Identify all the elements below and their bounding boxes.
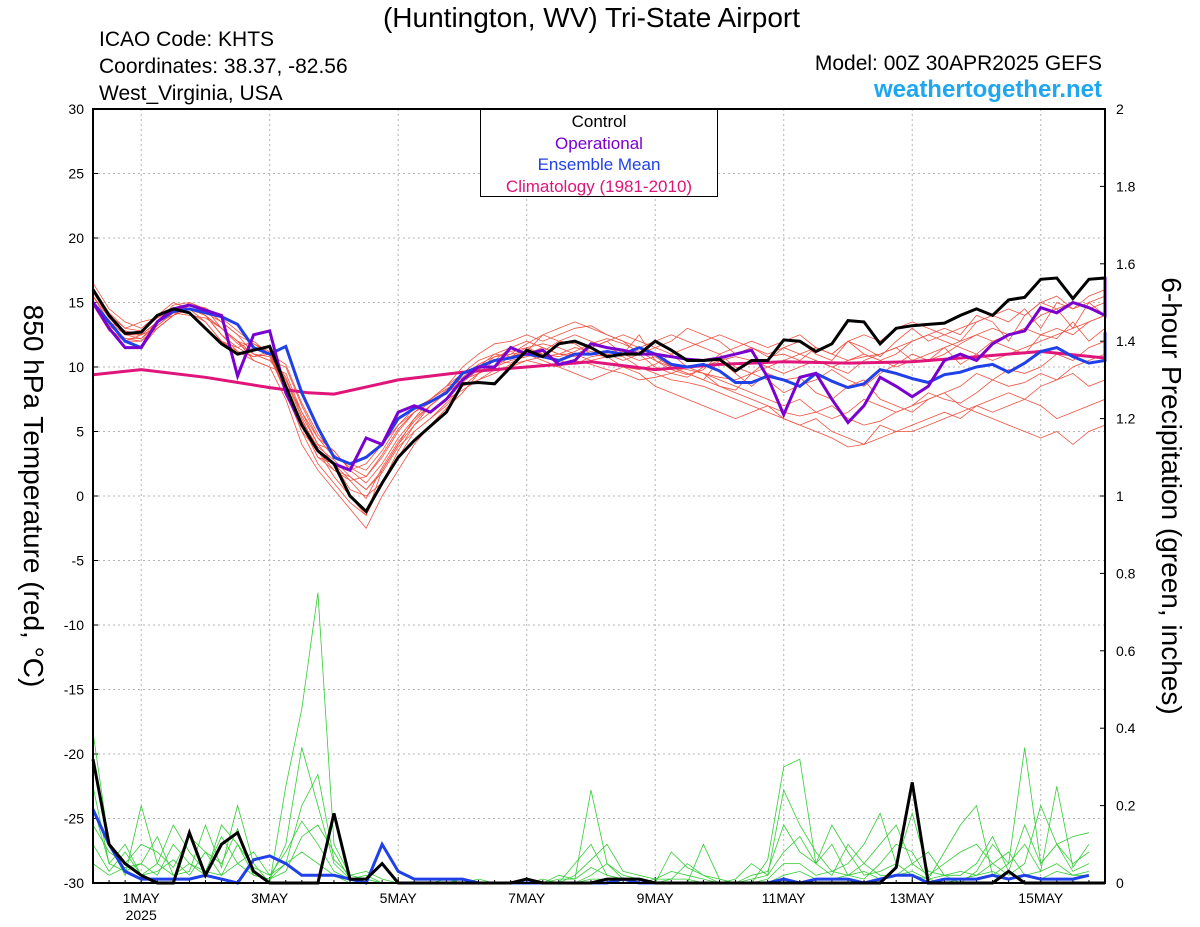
y-right-tick-label: 2 [1116,101,1124,117]
temp-member-line [92,289,1106,517]
precip-member-line [92,592,1089,884]
y-right-tick-label: 0.6 [1116,643,1136,659]
y-left-tick-label: 25 [68,166,84,182]
temp-member-line [92,295,1106,500]
precip-control-line [91,758,1105,885]
precip-member-line [92,747,1090,884]
y-right-tick-label: 1.4 [1116,333,1136,349]
y-right-tick-label: 0.8 [1116,565,1136,581]
y-right-tick-label: 1.2 [1116,411,1136,427]
y-left-tick-label: -20 [64,746,84,762]
y-axis-label-left: 850 hPa Temperature (red, °C) [18,304,49,688]
y-right-tick-label: 0 [1116,875,1124,891]
temp-ensemble-mean-line [91,301,1107,466]
y-left-tick-label: 10 [68,359,84,375]
temp-member-line [92,291,1106,517]
y-right-tick-label: 0.4 [1116,720,1136,736]
grid [93,109,1105,883]
temp-member-line [92,302,1106,471]
chart-title: (Huntington, WV) Tri-State Airport [382,2,801,33]
temp-member-line [92,282,1106,497]
temp-control-line [91,276,1106,514]
x-tick-label: 9MAY [637,890,675,906]
y-right-tick-label: 1.8 [1116,178,1136,194]
y-left-tick-label: 30 [68,101,84,117]
icao-code: ICAO Code: KHTS [99,28,275,51]
coordinates: Coordinates: 38.37, -82.56 [99,55,348,78]
model-run: Model: 00Z 30APR2025 GEFS [814,52,1102,75]
y-left-tick-label: -25 [64,811,84,827]
x-tick-label: 15MAY [1018,890,1064,906]
x-tick-sublabel: 2025 [126,907,157,923]
temp-member-line [92,299,1106,484]
x-tick-label: 11MAY [762,890,806,906]
y-left-tick-label: -15 [64,682,84,698]
precip-members [92,592,1090,884]
x-tick-label: 3MAY [251,890,289,906]
legend-climatology: Climatology (1981-2010) [505,176,693,196]
y-left-tick-label: 15 [68,295,84,311]
x-tick-label: 5MAY [380,890,418,906]
legend: Control Operational Ensemble Mean Climat… [480,109,718,197]
region: West_Virginia, USA [99,82,283,105]
x-tick-label: 7MAY [508,890,546,906]
y-left-tick-label: -10 [64,617,84,633]
y-right-tick-label: 0.2 [1116,798,1136,814]
y-left-tick-label: -5 [72,553,85,569]
axis-ticks: 302520151050-5-10-15-20-25-3021.81.61.41… [64,101,1136,923]
y-right-tick-label: 1 [1116,488,1124,504]
legend-ensemble-mean: Ensemble Mean [537,155,661,174]
main-lines [91,276,1107,885]
y-left-tick-label: 0 [76,488,84,504]
site-link[interactable]: weathertogether.net [873,76,1102,103]
y-right-tick-label: 1.6 [1116,256,1136,272]
y-left-tick-label: 20 [68,230,84,246]
y-left-tick-label: 5 [76,424,84,440]
y-axis-label-right: 6-hour Precipitation (green, inches) [1156,277,1187,715]
x-tick-label: 1MAY [123,890,161,906]
legend-operational: Operational [555,133,643,153]
legend-control: Control [571,112,627,131]
x-tick-label: 13MAY [890,890,936,906]
temp-operational-line [91,276,1107,473]
y-left-tick-label: -30 [64,875,84,891]
